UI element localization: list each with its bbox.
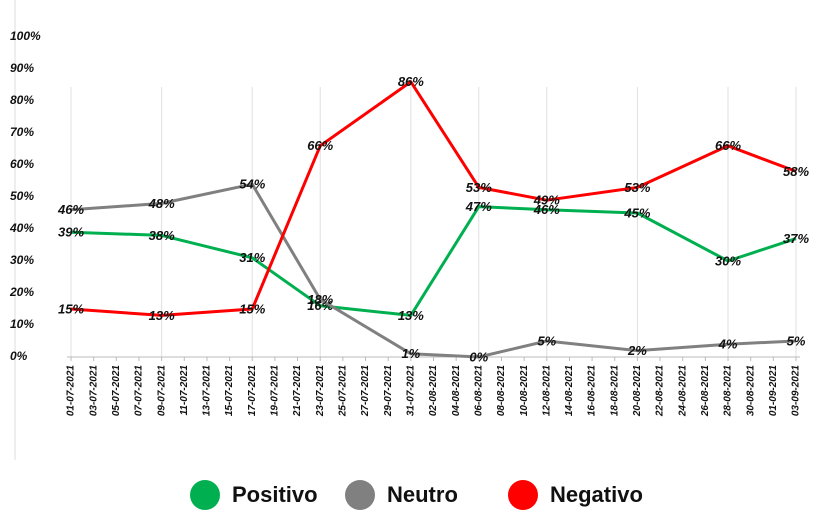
x-tick-label: 13-07-2021 (202, 365, 213, 417)
x-tick-label: 08-08-2021 (496, 365, 507, 417)
data-label: 48% (148, 196, 175, 211)
y-tick-label: 100% (10, 29, 41, 43)
legend-label: Neutro (387, 482, 458, 507)
data-label: 58% (783, 164, 809, 179)
data-label: 5% (787, 333, 806, 348)
y-tick-label: 10% (10, 317, 34, 331)
x-tick-label: 23-07-2021 (315, 365, 326, 418)
data-label: 66% (715, 138, 741, 153)
x-tick-label: 19-07-2021 (270, 365, 281, 417)
x-tick-label: 22-08-2021 (655, 365, 666, 418)
x-tick-label: 31-07-2021 (405, 365, 416, 417)
x-tick-label: 05-07-2021 (111, 365, 122, 417)
y-tick-label: 30% (10, 253, 34, 267)
data-label: 1% (401, 346, 420, 361)
x-tick-label: 17-07-2021 (247, 365, 258, 417)
x-tick-label: 27-07-2021 (360, 365, 371, 418)
data-label: 45% (623, 205, 650, 220)
data-label: 2% (627, 343, 647, 358)
y-tick-label: 80% (10, 93, 34, 107)
x-tick-label: 21-07-2021 (292, 365, 303, 418)
x-tick-label: 15-07-2021 (224, 365, 235, 417)
data-label: 15% (58, 301, 84, 316)
x-tick-label: 25-07-2021 (338, 365, 349, 418)
data-label: 66% (307, 138, 333, 153)
y-tick-label: 40% (9, 221, 34, 235)
data-label: 46% (57, 202, 84, 217)
y-tick-label: 0% (10, 349, 28, 363)
x-tick-label: 16-08-2021 (587, 365, 598, 417)
data-label: 53% (466, 180, 492, 195)
x-tick-label: 02-08-2021 (428, 365, 439, 417)
data-label: 4% (718, 337, 738, 352)
x-tick-label: 12-08-2021 (541, 365, 552, 417)
legend-label: Positivo (232, 482, 318, 507)
series-line (70, 205, 797, 317)
data-label: 13% (149, 308, 175, 323)
x-tick-label: 03-07-2021 (88, 365, 99, 417)
legend-marker (508, 480, 538, 510)
data-label: 31% (239, 250, 265, 265)
x-tick-label: 04-08-2021 (451, 365, 462, 417)
legend-marker (345, 480, 375, 510)
series-line (70, 182, 797, 359)
x-tick-label: 01-07-2021 (66, 365, 77, 417)
x-tick-label: 26-08-2021 (700, 365, 711, 418)
x-tick-label: 07-07-2021 (134, 365, 145, 417)
y-tick-label: 70% (10, 125, 34, 139)
x-tick-label: 06-08-2021 (473, 365, 484, 417)
data-label: 5% (537, 333, 556, 348)
x-tick-label: 09-07-2021 (156, 365, 167, 417)
x-tick-label: 28-08-2021 (723, 365, 734, 418)
legend-marker (190, 480, 220, 510)
x-tick-label: 29-07-2021 (383, 365, 394, 418)
data-label: 38% (149, 228, 175, 243)
data-label: 54% (239, 177, 265, 192)
data-label: 0% (469, 349, 488, 364)
x-tick-label: 14-08-2021 (564, 365, 575, 417)
data-label: 13% (398, 308, 424, 323)
data-label: 53% (624, 180, 650, 195)
x-tick-label: 03-09-2021 (791, 365, 802, 417)
data-label: 47% (465, 199, 492, 214)
legend-label: Negativo (550, 482, 643, 507)
x-tick-label: 01-09-2021 (768, 365, 779, 417)
y-tick-label: 60% (10, 157, 34, 171)
data-label: 46% (533, 202, 560, 217)
x-tick-label: 18-08-2021 (609, 365, 620, 417)
x-tick-label: 20-08-2021 (632, 365, 643, 418)
x-tick-label: 11-07-2021 (179, 365, 190, 416)
data-label: 49% (533, 193, 560, 208)
y-tick-label: 20% (9, 285, 34, 299)
y-tick-label: 50% (10, 189, 34, 203)
x-tick-label: 24-08-2021 (677, 365, 688, 418)
data-label: 86% (398, 74, 424, 89)
series-line (70, 80, 797, 317)
x-tick-label: 30-08-2021 (745, 365, 756, 417)
x-tick-label: 10-08-2021 (519, 365, 530, 417)
data-label: 37% (783, 231, 809, 246)
data-label: 39% (58, 225, 84, 240)
data-label: 30% (715, 253, 741, 268)
data-label: 15% (239, 301, 265, 316)
y-tick-label: 90% (10, 61, 34, 75)
data-label: 18% (307, 292, 333, 307)
